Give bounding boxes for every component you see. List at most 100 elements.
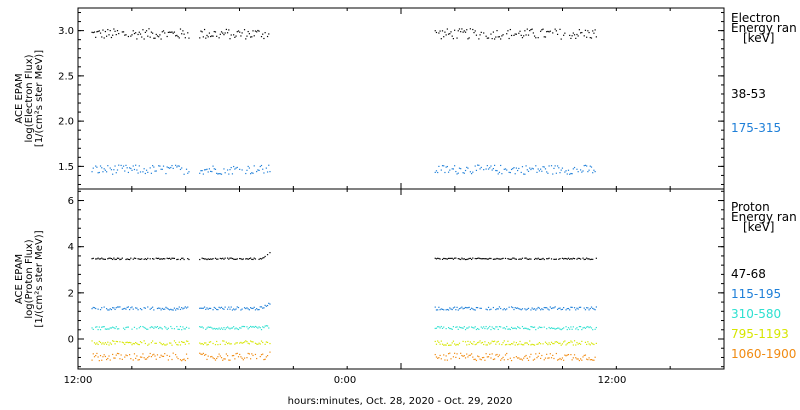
data-point <box>107 357 109 360</box>
data-point <box>137 343 139 346</box>
data-point <box>559 28 561 30</box>
data-point <box>181 167 183 169</box>
data-point <box>477 257 479 259</box>
data-point <box>183 307 185 309</box>
data-point <box>222 257 224 259</box>
data-point <box>156 354 159 356</box>
data-point <box>148 28 150 30</box>
data-point <box>131 34 133 36</box>
data-point <box>237 306 240 309</box>
data-point <box>487 37 490 39</box>
data-point <box>552 327 554 330</box>
data-point <box>549 30 551 32</box>
data-point <box>458 308 461 310</box>
data-point <box>236 166 238 169</box>
data-point <box>203 342 206 344</box>
data-point <box>508 258 510 260</box>
data-point <box>230 327 232 329</box>
data-point <box>155 342 157 344</box>
data-point <box>224 32 226 34</box>
data-point <box>555 328 557 330</box>
data-point <box>438 341 440 343</box>
data-point <box>566 343 568 345</box>
data-point <box>222 359 224 361</box>
data-point <box>92 257 94 259</box>
data-point <box>443 309 445 311</box>
data-point <box>489 309 491 311</box>
data-point <box>532 326 534 329</box>
data-point <box>573 307 576 309</box>
data-point <box>587 30 589 32</box>
data-point <box>501 258 503 260</box>
data-point <box>115 354 117 356</box>
data-point <box>461 257 463 259</box>
data-point <box>129 308 131 311</box>
data-point <box>237 30 240 32</box>
data-point <box>178 328 180 331</box>
data-point <box>537 343 539 345</box>
data-point <box>93 31 96 33</box>
data-point <box>124 307 126 310</box>
data-point <box>504 354 507 356</box>
data-point <box>566 328 568 331</box>
data-point <box>177 344 179 346</box>
data-point <box>127 326 129 328</box>
data-point <box>565 355 567 357</box>
data-point <box>234 36 236 38</box>
data-point <box>458 326 461 328</box>
data-point <box>166 257 168 259</box>
data-point <box>435 170 438 172</box>
data-point <box>492 340 494 343</box>
data-point <box>162 355 165 358</box>
data-point <box>243 325 246 328</box>
data-point <box>139 341 142 343</box>
data-point <box>480 258 482 260</box>
data-point <box>156 325 159 328</box>
data-point <box>555 341 557 343</box>
data-point <box>569 173 571 175</box>
data-point <box>177 308 179 310</box>
data-point <box>138 343 140 346</box>
data-point <box>543 36 545 38</box>
data-point <box>444 257 446 260</box>
data-point <box>230 343 232 345</box>
data-point <box>125 341 127 344</box>
data-point <box>101 257 103 259</box>
data-point <box>149 258 151 260</box>
data-point <box>546 307 548 309</box>
data-point <box>161 355 163 357</box>
data-point <box>251 326 253 328</box>
data-point <box>252 258 254 261</box>
y-axis-title-line: ACE EPAM <box>14 254 25 304</box>
data-point <box>503 340 505 342</box>
data-point <box>460 307 462 309</box>
data-point <box>211 258 213 260</box>
data-point <box>208 326 211 328</box>
data-point <box>97 328 99 331</box>
data-point <box>584 258 587 260</box>
data-point <box>469 308 471 311</box>
data-point <box>497 36 499 38</box>
data-point <box>171 309 173 311</box>
data-point <box>262 257 264 259</box>
data-point <box>236 31 238 33</box>
data-point <box>472 326 474 329</box>
data-point <box>466 29 468 31</box>
data-point <box>176 307 178 310</box>
data-point <box>461 354 463 357</box>
data-point <box>107 258 109 260</box>
data-point <box>491 169 493 171</box>
data-point <box>586 165 588 167</box>
data-point <box>548 342 550 344</box>
data-point <box>228 342 230 344</box>
data-point <box>451 328 453 331</box>
data-point <box>248 326 250 329</box>
data-point <box>589 359 591 361</box>
data-point <box>263 256 265 259</box>
data-point <box>210 307 212 310</box>
data-point <box>513 341 515 343</box>
data-point <box>542 28 544 30</box>
series-1060-1900 <box>91 351 596 362</box>
data-point <box>165 306 167 308</box>
data-point <box>566 354 568 356</box>
